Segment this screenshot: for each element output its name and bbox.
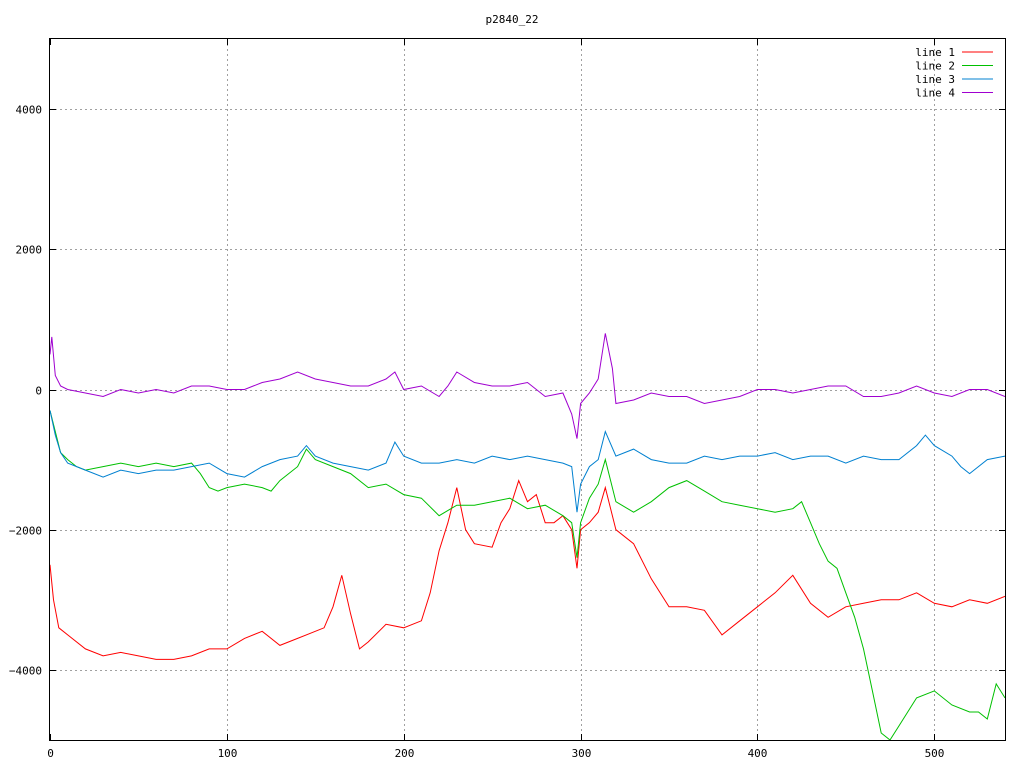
legend-label: line 2 (915, 60, 955, 73)
grid (50, 39, 1005, 740)
x-tick-label: 200 (395, 747, 415, 760)
x-tick-label: 100 (218, 747, 238, 760)
plot-frame (49, 38, 1006, 741)
y-tick-labels: −4000 −2000 0 2000 4000 (9, 104, 42, 678)
y-tick-label: 2000 (16, 244, 43, 257)
legend-label: line 4 (915, 87, 955, 100)
series-line-3 (50, 410, 1005, 513)
x-tick-label: 300 (572, 747, 592, 760)
y-tick-label: −2000 (9, 525, 42, 538)
x-tick-label: 400 (748, 747, 768, 760)
series-line-4 (50, 333, 1005, 439)
x-tick-labels: 0 100 200 300 400 500 (47, 747, 944, 760)
y-tick-label: 0 (35, 385, 42, 398)
chart-title: p2840_22 (486, 13, 539, 26)
series-line-1 (50, 479, 1005, 660)
x-tick-label: 500 (925, 747, 945, 760)
y-tick-label: 4000 (16, 104, 43, 117)
legend-label: line 1 (915, 46, 955, 59)
x-tick-label: 0 (47, 747, 54, 760)
series-line-2 (50, 410, 1005, 740)
y-tick-label: −4000 (9, 665, 42, 678)
series-group (50, 333, 1005, 740)
legend-label: line 3 (915, 73, 955, 86)
